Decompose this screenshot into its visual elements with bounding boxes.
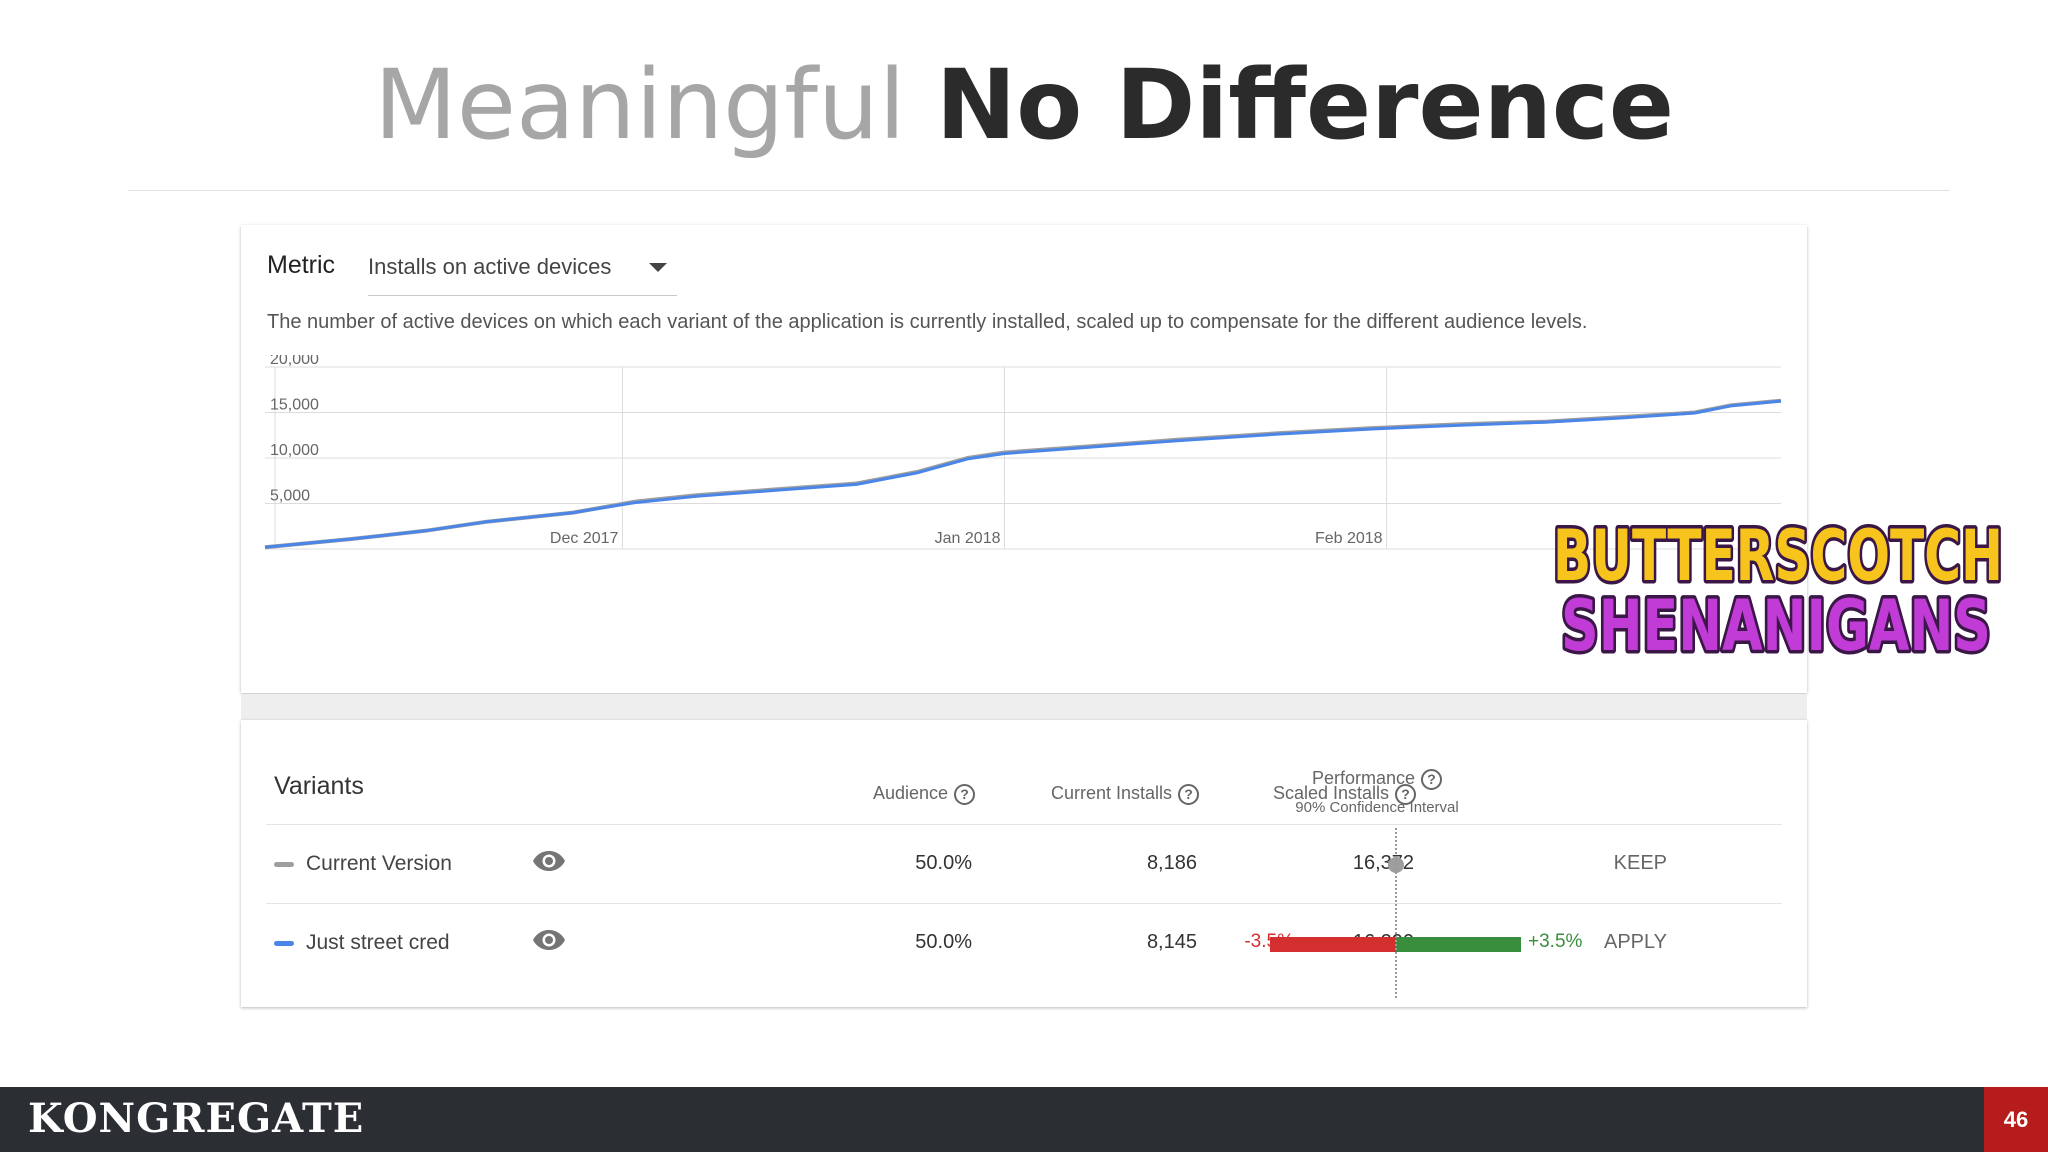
confidence-interval-label: 90% Confidence Interval bbox=[1295, 799, 1459, 816]
series-color-swatch bbox=[274, 862, 294, 867]
metric-chart-card: Metric Installs on active devices The nu… bbox=[241, 225, 1807, 693]
eye-icon[interactable] bbox=[532, 848, 566, 874]
x-tick-label: Dec 2017 bbox=[550, 530, 619, 547]
metric-dropdown-value: Installs on active devices bbox=[368, 254, 612, 279]
y-tick-label: 15,000 bbox=[270, 397, 319, 414]
x-axis-labels: Dec 2017 Jan 2018 Feb 2018 bbox=[550, 530, 1383, 547]
y-tick-label: 20,000 bbox=[270, 355, 319, 368]
row-divider bbox=[266, 824, 1782, 825]
slide-title: Meaningful No Difference bbox=[0, 50, 2048, 160]
current-installs-value: 8,145 bbox=[1146, 931, 1197, 953]
variant-row-just-street-cred: Just street cred 50.0% 8,145 16,290 -3.5… bbox=[241, 904, 1807, 982]
variant-name: Current Version bbox=[306, 852, 452, 875]
caret-down-icon bbox=[649, 263, 667, 272]
help-circle-icon[interactable]: ? bbox=[1178, 783, 1199, 805]
y-axis-labels: 5,000 10,000 15,000 20,000 bbox=[270, 355, 319, 505]
help-circle-icon[interactable]: ? bbox=[1421, 768, 1443, 790]
variant-name: Just street cred bbox=[306, 931, 450, 954]
metric-label: Metric bbox=[267, 251, 336, 279]
variant-row-current: Current Version 50.0% 8,186 16,372 KEEP bbox=[241, 825, 1807, 903]
performance-header: Performance? bbox=[1257, 768, 1497, 790]
scaled-installs-value: 16,372 bbox=[1352, 852, 1414, 874]
y-tick-label: 5,000 bbox=[270, 488, 310, 505]
scaled-installs-header: Scaled Installs? bbox=[1041, 783, 1416, 805]
variants-title: Variants bbox=[274, 772, 364, 800]
metric-description: The number of active devices on which ea… bbox=[267, 311, 1588, 333]
chart-grid bbox=[265, 366, 1781, 550]
installs-line-chart: 5,000 10,000 15,000 20,000 Dec 2017 Jan … bbox=[264, 355, 1782, 550]
card-separator bbox=[241, 694, 1807, 720]
audience-header: Audience? bbox=[615, 783, 975, 805]
y-tick-label: 10,000 bbox=[270, 442, 319, 459]
x-tick-label: Feb 2018 bbox=[1315, 530, 1383, 547]
eye-icon[interactable] bbox=[532, 927, 566, 953]
butterscotch-shenanigans-logo: BUTTERSCOTCH SHENANIGANS bbox=[1550, 512, 2007, 669]
slide-footer: KONGREGATE 46 bbox=[0, 1087, 2048, 1152]
ci-upper-bound: +3.5% bbox=[1528, 931, 1583, 952]
variants-card: Variants Audience? Current Installs? Sca… bbox=[241, 720, 1807, 1007]
title-divider bbox=[128, 190, 1950, 191]
performance-header-label: Performance bbox=[1311, 768, 1416, 788]
current-installs-value: 8,186 bbox=[1146, 852, 1197, 874]
help-circle-icon[interactable]: ? bbox=[954, 783, 975, 805]
zero-difference-line bbox=[1395, 828, 1397, 998]
ci-negative-bar bbox=[1270, 937, 1396, 952]
series-color-swatch bbox=[274, 941, 294, 946]
metric-dropdown[interactable]: Installs on active devices bbox=[368, 251, 677, 296]
help-circle-icon[interactable]: ? bbox=[1395, 783, 1416, 805]
current-installs-header-label: Current Installs bbox=[1050, 783, 1172, 803]
audience-value: 50.0% bbox=[915, 852, 972, 874]
page-number: 46 bbox=[1984, 1087, 2048, 1152]
series-line-just-street-cred bbox=[264, 399, 1782, 549]
keep-button[interactable]: KEEP bbox=[1613, 852, 1667, 874]
title-bold: No Difference bbox=[935, 49, 1674, 161]
chart-series bbox=[264, 398, 1782, 550]
logo-line-2: SHENANIGANS bbox=[1561, 585, 1991, 667]
row-divider bbox=[266, 903, 1782, 904]
scaled-installs-header-label: Scaled Installs bbox=[1272, 783, 1389, 803]
logo-line-1: BUTTERSCOTCH bbox=[1553, 515, 2003, 597]
audience-value: 50.0% bbox=[915, 931, 972, 953]
audience-header-label: Audience bbox=[872, 783, 948, 803]
ci-positive-bar bbox=[1396, 937, 1521, 952]
title-light: Meaningful bbox=[374, 49, 906, 161]
current-installs-header: Current Installs? bbox=[801, 783, 1199, 805]
apply-button[interactable]: APPLY bbox=[1604, 931, 1667, 953]
x-tick-label: Jan 2018 bbox=[935, 530, 1001, 547]
kongregate-logo: KONGREGATE bbox=[28, 1095, 365, 1142]
